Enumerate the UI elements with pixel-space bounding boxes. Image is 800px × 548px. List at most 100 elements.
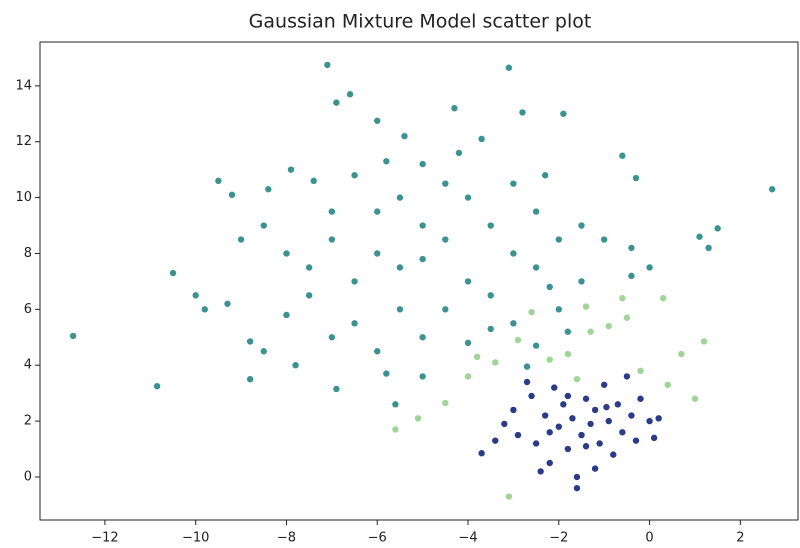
point (351, 320, 358, 327)
point (201, 306, 208, 313)
point (328, 208, 336, 215)
point (623, 314, 631, 321)
point (392, 426, 399, 433)
point (401, 132, 408, 140)
point (591, 465, 599, 472)
point (419, 373, 426, 380)
point (392, 401, 399, 408)
y-tick-label: 8 (24, 246, 32, 261)
point (537, 468, 544, 475)
point (619, 152, 626, 159)
point (614, 401, 622, 408)
point (224, 300, 231, 307)
point (351, 172, 358, 179)
x-tick-label: −10 (182, 531, 209, 546)
point (532, 264, 540, 271)
point (374, 250, 381, 257)
point (292, 362, 299, 369)
point (573, 375, 581, 383)
point (419, 222, 426, 229)
point (582, 303, 590, 310)
point (600, 381, 608, 388)
point (560, 401, 567, 408)
point (678, 350, 685, 358)
point (442, 399, 449, 407)
x-tick-label: 2 (736, 531, 744, 546)
y-tick-label: 0 (24, 469, 32, 484)
point (510, 406, 517, 414)
point (374, 208, 381, 215)
point (442, 306, 449, 313)
point (505, 64, 513, 71)
point (487, 292, 494, 299)
y-tick-label: 14 (15, 78, 32, 93)
point (768, 186, 776, 193)
point (324, 61, 331, 69)
point (464, 278, 472, 285)
x-tick-label: −2 (549, 531, 568, 546)
point (328, 236, 336, 243)
point (582, 395, 590, 402)
point (582, 443, 590, 450)
point (310, 177, 317, 185)
point (492, 437, 499, 444)
point (464, 373, 472, 380)
point (546, 283, 553, 291)
point (510, 180, 517, 187)
point (564, 445, 572, 453)
point (464, 339, 472, 347)
point (628, 412, 635, 419)
point (619, 429, 626, 436)
point (619, 294, 626, 302)
point (587, 420, 594, 428)
y-tick-label: 4 (24, 358, 32, 373)
point (650, 434, 658, 442)
x-tick-label: 0 (645, 531, 653, 546)
point (605, 417, 612, 425)
y-tick-label: 2 (24, 414, 32, 429)
point (714, 225, 721, 232)
point (532, 208, 540, 215)
point (419, 160, 426, 168)
point (632, 174, 640, 182)
chart-title: Gaussian Mixture Model scatter plot (249, 11, 592, 33)
point (573, 473, 581, 481)
x-tick-label: −12 (91, 531, 118, 546)
plot-frame (39, 41, 799, 521)
point (451, 105, 458, 112)
point (505, 493, 513, 500)
point (473, 353, 481, 361)
point (478, 135, 485, 143)
point (705, 244, 712, 252)
point (351, 278, 358, 285)
point (333, 385, 340, 393)
point (555, 306, 562, 313)
point (305, 292, 313, 299)
point (569, 415, 576, 422)
point (246, 338, 254, 345)
point (383, 158, 390, 165)
point (578, 222, 585, 229)
point (623, 373, 631, 380)
y-tick-label: 10 (15, 190, 32, 205)
point (628, 272, 635, 280)
point (419, 334, 426, 341)
point (69, 332, 77, 340)
point (419, 255, 426, 263)
point (283, 311, 290, 319)
point (487, 222, 494, 229)
point (305, 264, 313, 271)
point (664, 381, 671, 388)
point (442, 236, 449, 243)
point (487, 325, 494, 333)
point (691, 395, 699, 402)
point (637, 367, 644, 375)
point (246, 375, 254, 383)
point (492, 359, 499, 366)
point (215, 177, 222, 185)
point (591, 406, 599, 414)
point (169, 269, 177, 277)
x-tick-label: −8 (277, 531, 296, 546)
point (637, 395, 644, 402)
